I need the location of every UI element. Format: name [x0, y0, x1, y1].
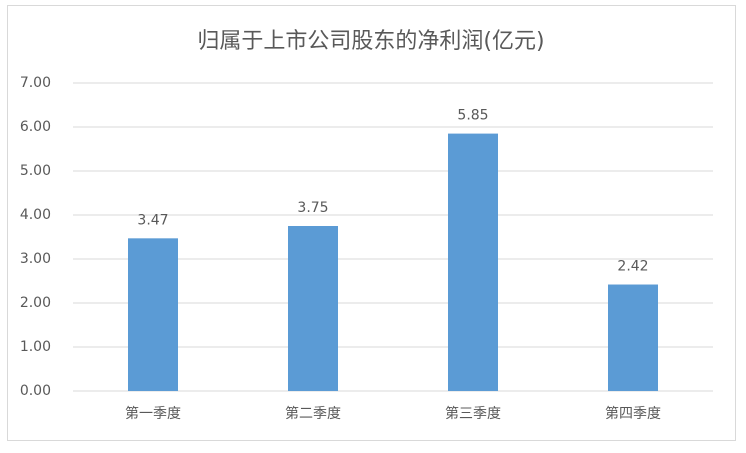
data-label: 3.75	[297, 200, 328, 216]
x-tick-label: 第一季度	[125, 405, 181, 422]
chart-title: 归属于上市公司股东的净利润(亿元)	[197, 29, 544, 54]
data-label: 3.47	[137, 212, 168, 228]
y-tick-label: 7.00	[20, 75, 51, 91]
x-tick-label: 第三季度	[445, 405, 501, 422]
y-tick-label: 2.00	[20, 295, 51, 311]
data-label: 5.85	[457, 108, 488, 124]
y-tick-label: 0.00	[20, 383, 51, 399]
x-tick-label: 第二季度	[285, 405, 341, 422]
bar	[128, 238, 178, 391]
data-label: 2.42	[617, 259, 648, 275]
bar	[448, 133, 498, 391]
bar	[608, 284, 658, 391]
y-tick-label: 4.00	[20, 207, 51, 223]
y-tick-label: 3.00	[20, 251, 51, 267]
bar	[288, 226, 338, 391]
y-tick-label: 1.00	[20, 339, 51, 355]
x-tick-label: 第四季度	[605, 405, 661, 422]
y-tick-label: 6.00	[20, 119, 51, 135]
y-tick-label: 5.00	[20, 163, 51, 179]
